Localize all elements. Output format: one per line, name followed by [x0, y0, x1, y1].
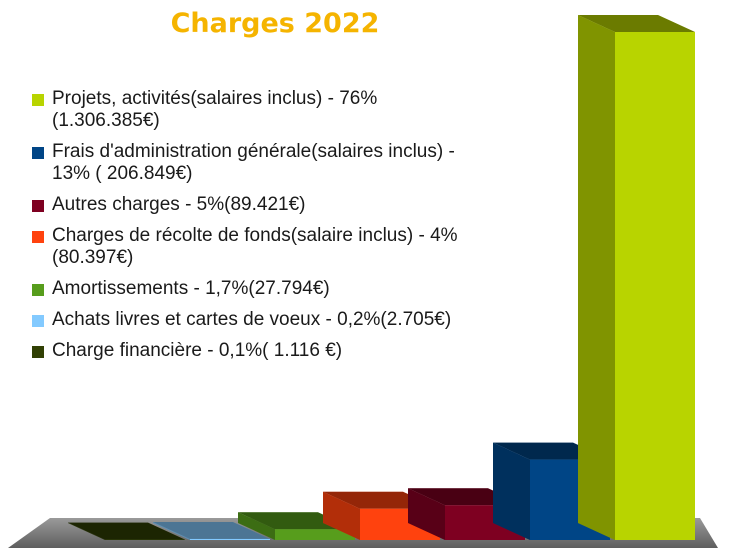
- bar-side: [153, 521, 190, 540]
- bar: [275, 529, 355, 540]
- legend-label: Autres charges - 5%(89.421€): [52, 194, 306, 215]
- legend-item: Projets, activités(salaires inclus) - 76…: [32, 88, 472, 132]
- bar-top: [578, 15, 695, 32]
- bar-side-shade: [323, 491, 360, 540]
- legend-label: Charge financière - 0,1%( 1.116 €): [52, 340, 343, 361]
- bar-side: [493, 442, 530, 540]
- legend-swatch: [32, 284, 44, 296]
- legend-item: Autres charges - 5%(89.421€): [32, 194, 472, 216]
- legend-swatch: [32, 147, 44, 159]
- bar-side: [68, 522, 105, 540]
- legend-item: Achats livres et cartes de voeux - 0,2%(…: [32, 309, 472, 331]
- bar-top-shade: [68, 522, 185, 540]
- legend-label: Achats livres et cartes de voeux - 0,2%(…: [52, 309, 452, 330]
- bar-side-shade: [68, 522, 105, 540]
- legend-swatch: [32, 315, 44, 327]
- chart-title: Charges 2022: [170, 8, 380, 39]
- bar-side: [323, 491, 360, 540]
- bar-side: [238, 512, 275, 540]
- legend-label: Amortissements - 1,7%(27.794€): [52, 278, 330, 299]
- bar-side-shade: [578, 15, 615, 540]
- bar-side-shade: [493, 442, 530, 540]
- bar-side: [408, 488, 445, 540]
- bar-side: [578, 15, 615, 540]
- legend: Projets, activités(salaires inclus) - 76…: [32, 88, 472, 371]
- legend-label: Frais d'administration générale(salaires…: [52, 141, 455, 184]
- bar-side-shade: [238, 512, 275, 540]
- bar-top: [68, 522, 185, 540]
- legend-label: Projets, activités(salaires inclus) - 76…: [52, 88, 378, 131]
- legend-swatch: [32, 200, 44, 212]
- legend-item: Frais d'administration générale(salaires…: [32, 141, 472, 185]
- bar: [615, 32, 695, 540]
- bar-top-shade: [578, 15, 695, 32]
- bar-side-shade: [408, 488, 445, 540]
- legend-swatch: [32, 231, 44, 243]
- legend-swatch: [32, 94, 44, 106]
- legend-label: Charges de récolte de fonds(salaire incl…: [52, 225, 458, 268]
- legend-item: Charges de récolte de fonds(salaire incl…: [32, 225, 472, 269]
- legend-item: Amortissements - 1,7%(27.794€): [32, 278, 472, 300]
- bar-side-shade: [153, 521, 190, 540]
- bar: [190, 538, 270, 540]
- legend-swatch: [32, 346, 44, 358]
- bar-top-shade: [153, 521, 270, 539]
- legend-item: Charge financière - 0,1%( 1.116 €): [32, 340, 472, 362]
- bar-top: [153, 521, 270, 539]
